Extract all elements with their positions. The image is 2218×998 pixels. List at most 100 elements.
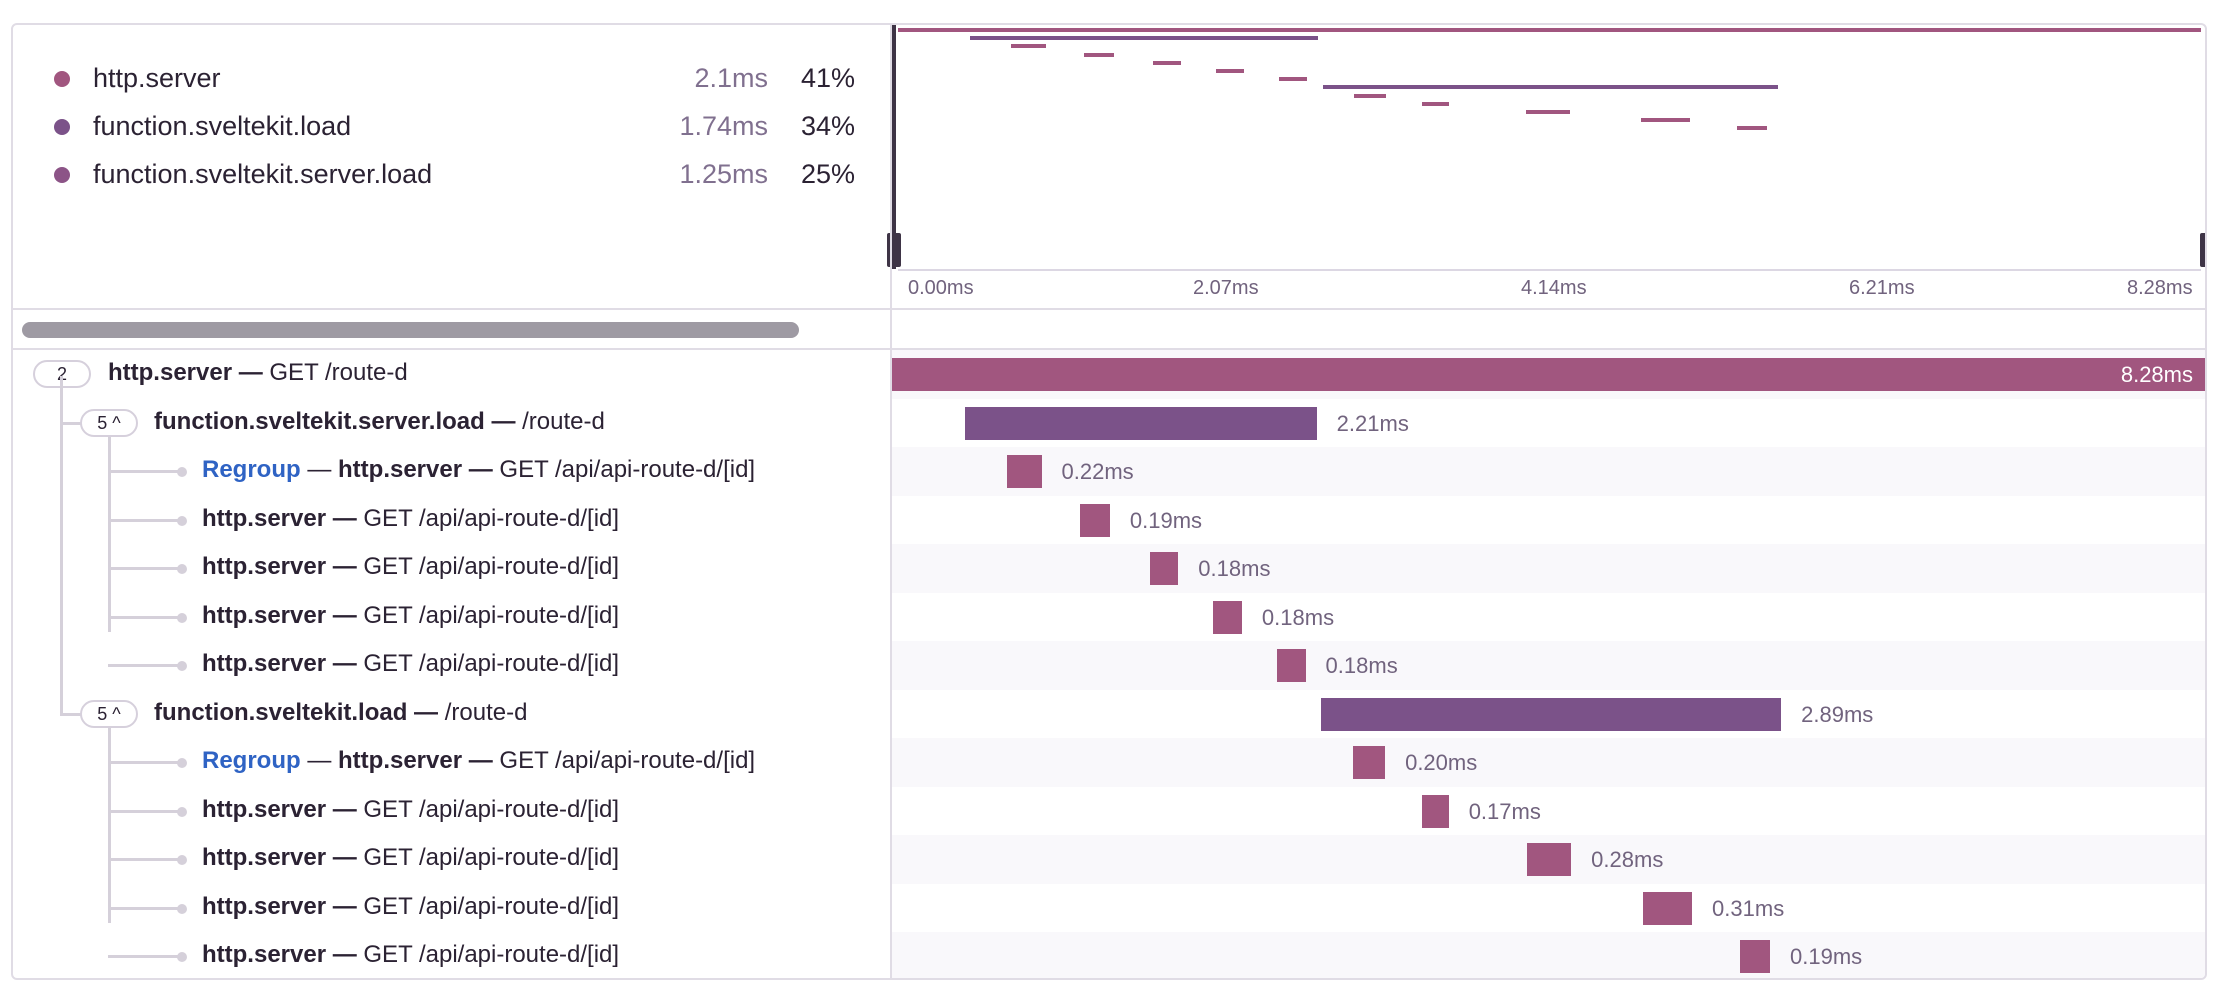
minimap-span-area[interactable] (898, 25, 2201, 271)
span-label[interactable]: http.server — GET /api/api-route-d/[id] (202, 602, 619, 630)
span-row[interactable]: http.server — GET /api/api-route-d/[id] 0… (13, 932, 2205, 978)
span-bar[interactable] (1421, 794, 1449, 828)
horizontal-scrollbar[interactable] (22, 322, 799, 338)
span-duration-label: 0.19ms (1129, 507, 1203, 533)
regroup-link[interactable]: Regroup (202, 456, 301, 483)
span-label[interactable]: function.sveltekit.load — /route-d (154, 699, 527, 727)
minimap-right-grip-icon[interactable] (2200, 233, 2205, 267)
legend-item[interactable]: http.server 2.1ms 41% (13, 55, 890, 101)
tree-connector (108, 727, 111, 923)
span-row[interactable]: Regroup — http.server — GET /api/api-rou… (13, 447, 2205, 496)
span-bar[interactable] (1353, 746, 1386, 779)
span-label[interactable]: function.sveltekit.server.load — /route-… (154, 408, 605, 436)
minimap-left-handle[interactable] (892, 25, 896, 269)
span-bar[interactable] (965, 406, 1317, 440)
tree-connector (108, 664, 180, 667)
children-count-badge[interactable]: 2 (33, 360, 91, 388)
span-label[interactable]: http.server — GET /route-d (108, 359, 408, 387)
span-label[interactable]: http.server — GET /api/api-route-d/[id] (202, 505, 619, 533)
span-label[interactable]: Regroup — http.server — GET /api/api-rou… (202, 747, 755, 775)
span-label[interactable]: http.server — GET /api/api-route-d/[id] (202, 650, 619, 678)
span-bar[interactable] (1276, 649, 1306, 682)
legend-op-duration: 1.74ms (679, 111, 768, 141)
span-bar[interactable] (892, 358, 2205, 391)
trace-waterfall-panel: http.server 2.1ms 41% function.sveltekit… (11, 23, 2207, 980)
legend-op-percent: 34% (800, 111, 855, 141)
tree-connector (108, 436, 111, 632)
collapse-group-button[interactable]: 5 ^ (80, 408, 138, 437)
span-duration-label: 0.17ms (1468, 798, 1541, 824)
span-row[interactable]: http.server — GET /api/api-route-d/[id] 0… (13, 835, 2205, 884)
legend-item[interactable]: function.sveltekit.server.load 1.25ms 25… (13, 151, 890, 197)
span-op: http.server (202, 553, 327, 580)
span-label[interactable]: http.server — GET /api/api-route-d/[id] (202, 796, 619, 824)
span-description: GET /api/api-route-d/[id] (363, 553, 620, 580)
span-row[interactable]: http.server — GET /api/api-route-d/[id] 0… (13, 593, 2205, 642)
span-row[interactable]: http.server — GET /api/api-route-d/[id] 0… (13, 787, 2205, 836)
minimap-span-bar (1152, 60, 1182, 65)
minimap-span-bar (1640, 118, 1690, 123)
span-label[interactable]: Regroup — http.server — GET /api/api-rou… (202, 456, 755, 484)
span-row[interactable]: http.server — GET /api/api-route-d/[id] 0… (13, 496, 2205, 545)
minimap-span-bar (1736, 126, 1767, 131)
span-bar[interactable] (1321, 697, 1782, 731)
minimap-span-bar (1083, 52, 1114, 57)
span-bar[interactable] (1526, 843, 1572, 876)
span-row[interactable]: 5 ^ function.sveltekit.server.load — /rou… (13, 399, 2205, 448)
span-duration-label: 0.18ms (1325, 653, 1398, 678)
span-row[interactable]: 2 http.server — GET /route-d 8.28ms (13, 350, 2205, 399)
span-bar[interactable] (1079, 503, 1110, 537)
column-divider[interactable] (890, 25, 892, 978)
span-bar[interactable] (1213, 600, 1242, 634)
span-duration-label: 0.18ms (1198, 556, 1271, 581)
span-op: http.server (202, 892, 327, 920)
label-separator: — (326, 553, 364, 580)
tree-connector (108, 470, 180, 473)
timeline-row-bg (892, 593, 2205, 642)
span-row[interactable]: Regroup — http.server — GET /api/api-rou… (13, 738, 2205, 787)
trace-minimap[interactable]: 0.00ms 2.07ms 4.14ms 6.21ms 8.28ms (887, 25, 2207, 308)
tree-connector (108, 761, 180, 764)
span-row[interactable]: http.server — GET /api/api-route-d/[id] 0… (13, 641, 2205, 690)
span-bar[interactable] (1149, 552, 1179, 585)
span-label[interactable]: http.server — GET /api/api-route-d/[id] (202, 893, 619, 921)
timeline-row-bg (892, 932, 2205, 978)
span-description: GET /api/api-route-d/[id] (363, 941, 620, 968)
span-label[interactable]: http.server — GET /api/api-route-d/[id] (202, 844, 619, 872)
span-bar[interactable] (1739, 940, 1770, 973)
tree-node-dot (177, 952, 187, 962)
span-bar[interactable] (1006, 455, 1042, 488)
span-duration-label: 0.28ms (1591, 847, 1664, 872)
span-label[interactable]: http.server — GET /api/api-route-d/[id] (202, 553, 619, 581)
span-duration-label: 2.89ms (1801, 701, 1874, 727)
timeline-row-bg (892, 738, 2205, 787)
regroup-link[interactable]: Regroup (202, 747, 301, 774)
legend-color-dot (54, 119, 70, 135)
span-description: GET /route-d (269, 359, 408, 386)
span-op: http.server (338, 747, 463, 774)
collapse-group-button[interactable]: 5 ^ (80, 699, 138, 728)
minimap-right-handle[interactable] (2205, 25, 2207, 269)
span-row[interactable]: http.server — GET /api/api-route-d/[id] 0… (13, 884, 2205, 933)
label-separator: — (326, 844, 364, 871)
minimap-span-bar (1215, 69, 1245, 73)
span-duration-label: 0.18ms (1261, 604, 1335, 630)
tree-connector (108, 858, 180, 861)
label-separator: — (232, 359, 270, 386)
tree-node-dot (177, 661, 187, 671)
timeline-row-bg (892, 641, 2205, 690)
span-bar[interactable] (1642, 891, 1693, 925)
minimap-span-bar (1322, 85, 1778, 90)
timeline-row-bg (892, 884, 2205, 933)
axis-tick-label: 2.07ms (1193, 277, 1259, 299)
span-row[interactable]: 5 ^ function.sveltekit.load — /route-d 2.8… (13, 690, 2205, 739)
label-separator: — (300, 747, 339, 774)
span-label[interactable]: http.server — GET /api/api-route-d/[id] (202, 941, 619, 969)
span-row[interactable]: http.server — GET /api/api-route-d/[id] 0… (13, 544, 2205, 593)
axis-tick-label: 6.21ms (1849, 277, 1915, 299)
tree-connector (108, 567, 180, 570)
legend-color-dot (54, 167, 70, 183)
legend-item[interactable]: function.sveltekit.load 1.74ms 34% (13, 103, 890, 149)
span-duration-label: 0.20ms (1405, 750, 1478, 775)
minimap-span-bar (1278, 77, 1308, 82)
